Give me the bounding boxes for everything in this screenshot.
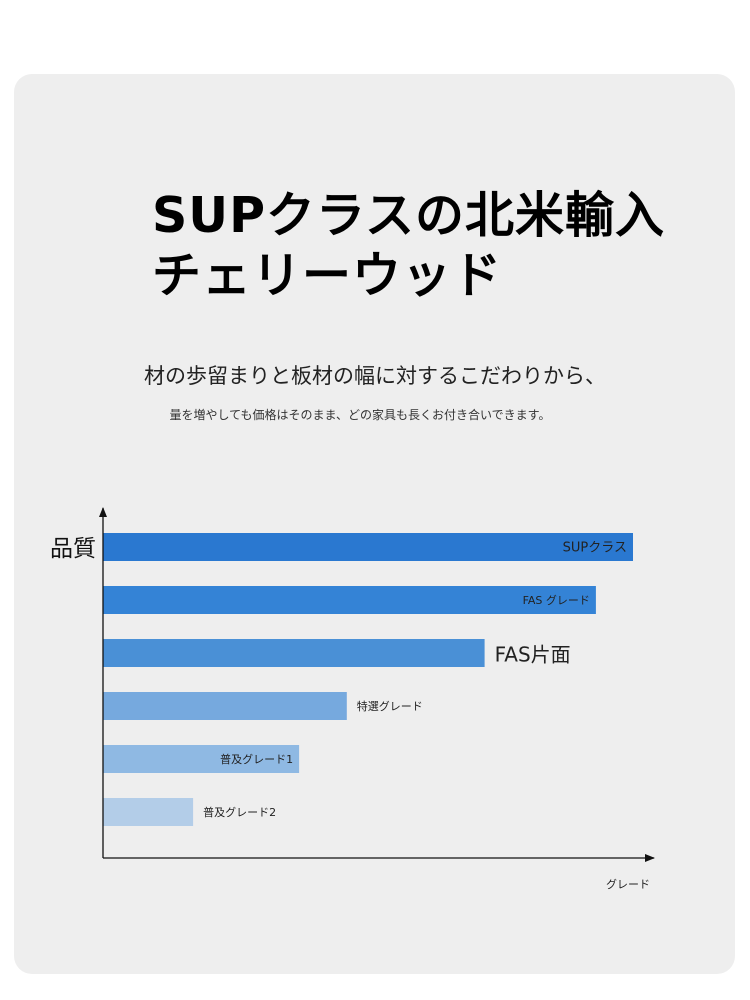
bar-3 — [103, 639, 485, 667]
bar-1 — [103, 533, 633, 561]
bar-label-1: SUPクラス — [563, 541, 627, 556]
bar-2 — [103, 586, 596, 614]
subtitle-secondary: 量を増やしても価格はそのまま、どの家具も長くお付き合いできます。 — [169, 408, 551, 422]
headline-line-1: SUPクラスの北米輸入 — [152, 187, 666, 244]
headline: SUPクラスの北米輸入 チェリーウッド — [152, 186, 665, 306]
bar-label-4: 特選グレード — [357, 699, 423, 713]
y-axis-label: 品質 — [50, 536, 96, 562]
bar-label-3: FAS片面 — [495, 643, 571, 667]
bar-5 — [103, 745, 300, 773]
bar-6 — [103, 798, 194, 826]
x-axis-label: グレード — [606, 877, 650, 891]
headline-line-2: チェリーウッド — [152, 247, 503, 304]
bar-label-2: FAS グレード — [523, 593, 590, 607]
bar-label-6: 普及グレード2 — [203, 805, 276, 819]
subtitle: 材の歩留まりと板材の幅に対するこだわりから、 — [144, 364, 606, 388]
bar-label-5: 普及グレード1 — [220, 752, 293, 766]
bar-4 — [103, 692, 347, 720]
